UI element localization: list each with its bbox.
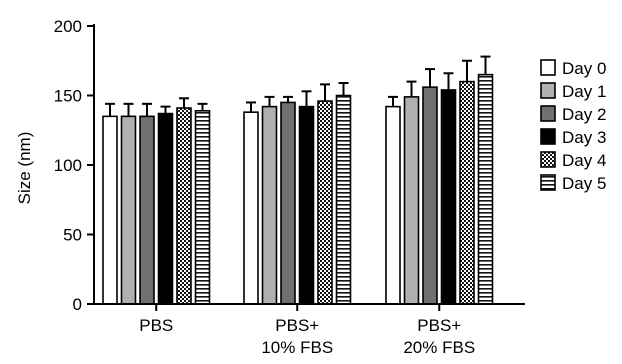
y-tick-label: 50 [63, 226, 82, 245]
legend-swatch [540, 59, 556, 76]
bar [477, 73, 494, 305]
bar [261, 105, 278, 305]
y-axis-label: Size (nm) [15, 132, 34, 205]
plot-area [102, 55, 494, 305]
bar [139, 115, 155, 305]
bar [120, 115, 137, 305]
legend-swatch [540, 128, 556, 145]
bar [194, 109, 211, 305]
bar [403, 96, 420, 305]
bar [385, 105, 401, 305]
x-tick-label: PBS [139, 316, 173, 335]
legend-label: Day 2 [562, 105, 606, 124]
x-tick-label: PBS+ [275, 316, 319, 335]
y-tick-label: 100 [54, 156, 82, 175]
legend: Day 0 Day 1 Day 2 Day 3 Day 4 Day 5 [540, 59, 606, 193]
bar [280, 101, 296, 305]
x-tick-label: 20% FBS [403, 338, 475, 357]
bar [243, 111, 259, 305]
legend-label: Day 3 [562, 128, 606, 147]
bar [440, 89, 457, 305]
bar [102, 115, 118, 305]
legend-label: Day 5 [562, 174, 606, 193]
legend-swatch [540, 105, 556, 122]
y-tick-label: 0 [73, 295, 82, 314]
legend-label: Day 1 [562, 82, 606, 101]
bar [298, 105, 315, 305]
bar [317, 100, 333, 305]
y-tick-label: 200 [54, 17, 82, 36]
bar [459, 80, 475, 305]
bar [335, 94, 352, 305]
legend-label: Day 4 [562, 151, 606, 170]
legend-label: Day 0 [562, 59, 606, 78]
axes: Size (nm) 0 50 100 150 200 PBS PBS+ 10% FBS PBS+… [15, 17, 525, 357]
bar [176, 107, 192, 305]
bar [422, 86, 438, 305]
legend-swatch [540, 82, 556, 99]
x-tick-label: 10% FBS [261, 338, 333, 357]
x-tick-label: PBS+ [417, 316, 461, 335]
legend-swatch [540, 151, 556, 168]
bar [157, 112, 174, 305]
legend-swatch [540, 174, 556, 191]
y-tick-label: 150 [54, 87, 82, 106]
